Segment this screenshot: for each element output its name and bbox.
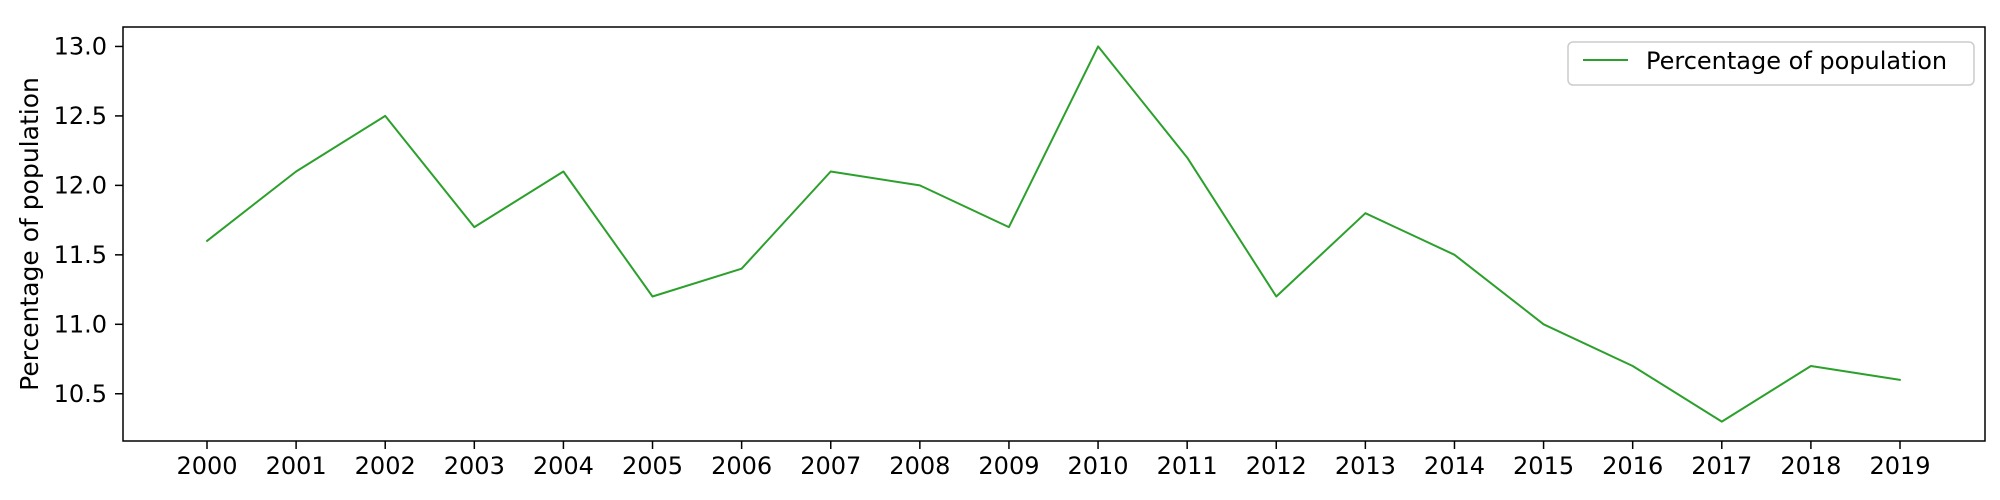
x-tick-label: 2017	[1691, 452, 1752, 480]
x-tick-label: 2001	[266, 452, 327, 480]
x-tick-label: 2015	[1513, 452, 1574, 480]
x-tick-label: 2006	[711, 452, 772, 480]
x-tick-label: 2003	[444, 452, 505, 480]
x-tick-label: 2018	[1780, 452, 1841, 480]
y-axis: 10.5 11.0 11.5 12.0 12.5 13.0	[54, 32, 123, 408]
series-line	[206, 45, 1901, 423]
x-tick-label: 2004	[533, 452, 594, 480]
y-tick-label: 11.0	[54, 310, 107, 338]
y-tick-label: 12.5	[54, 102, 107, 130]
legend-box	[1567, 41, 1975, 86]
x-tick-label: 2010	[1068, 452, 1129, 480]
x-tick-label: 2005	[622, 452, 683, 480]
x-tick-label: 2014	[1424, 452, 1485, 480]
plot-area	[122, 26, 1986, 442]
y-tick-label: 12.0	[54, 171, 107, 199]
plot-frame	[122, 26, 1986, 442]
x-tick-label: 2011	[1157, 452, 1218, 480]
series-layer	[206, 45, 1901, 423]
x-tick-label: 2009	[978, 452, 1039, 480]
legend: Percentage of population	[1567, 41, 1975, 86]
x-tick-label: 2016	[1602, 452, 1663, 480]
y-tick-label: 11.5	[54, 241, 107, 269]
x-tick-label: 2019	[1869, 452, 1930, 480]
y-tick-label: 13.0	[54, 32, 107, 60]
x-axis: 2000 2001 2002 2003 2004 2005 2006 2007 2008 2009…	[176, 441, 1931, 480]
x-tick-label: 2012	[1246, 452, 1307, 480]
y-tick-label: 10.5	[54, 380, 107, 408]
x-tick-label: 2000	[176, 452, 237, 480]
x-tick-label: 2008	[889, 452, 950, 480]
x-tick-label: 2002	[355, 452, 416, 480]
x-tick-label: 2013	[1335, 452, 1396, 480]
legend-label: Percentage of population	[1646, 47, 1947, 75]
y-axis-label: Percentage of population	[15, 77, 44, 391]
x-tick-label: 2007	[800, 452, 861, 480]
